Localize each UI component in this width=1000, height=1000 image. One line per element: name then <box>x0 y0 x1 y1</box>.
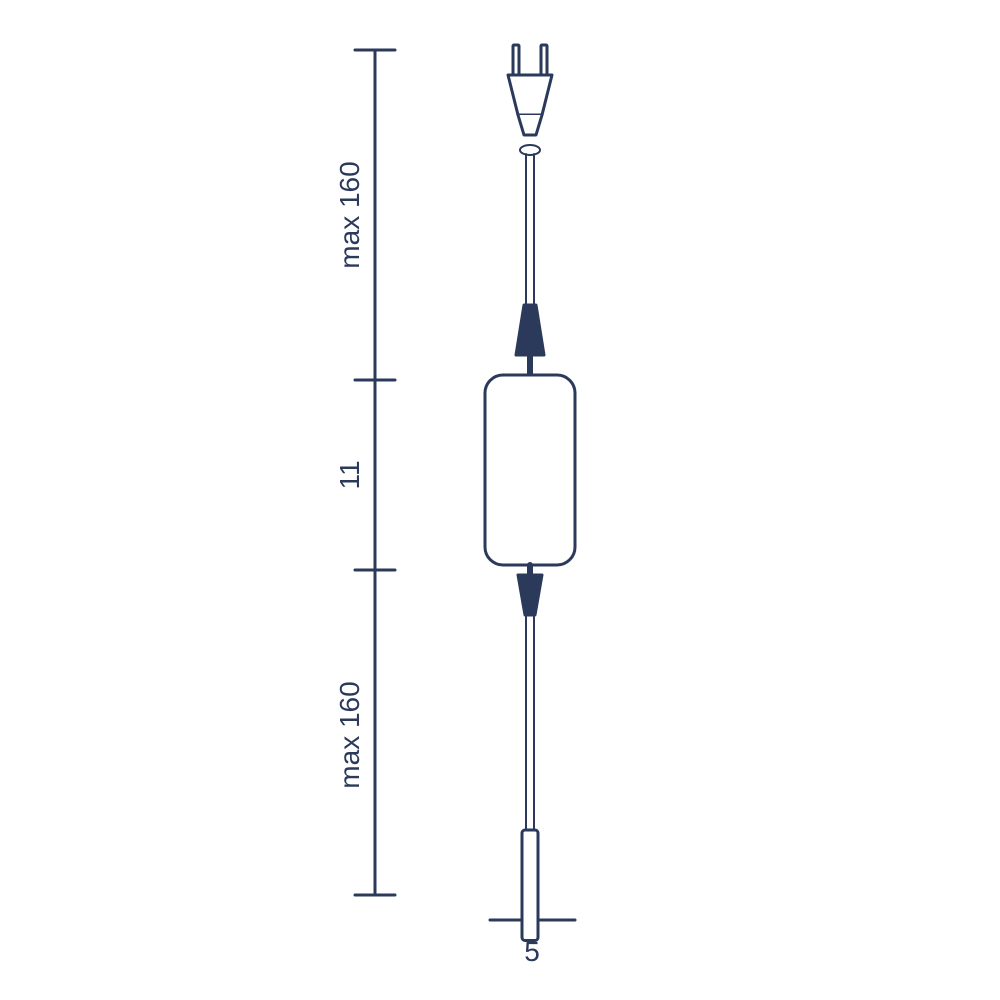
dim-label-bottom: max 160 <box>334 681 366 788</box>
diagram-stage: max 160 11 max 160 5 <box>0 0 1000 1000</box>
dim-label-width: 5 <box>524 936 540 968</box>
dim-label-top: max 160 <box>334 161 366 268</box>
dim-label-mid: 11 <box>334 460 366 489</box>
diagram-svg <box>0 0 1000 1000</box>
